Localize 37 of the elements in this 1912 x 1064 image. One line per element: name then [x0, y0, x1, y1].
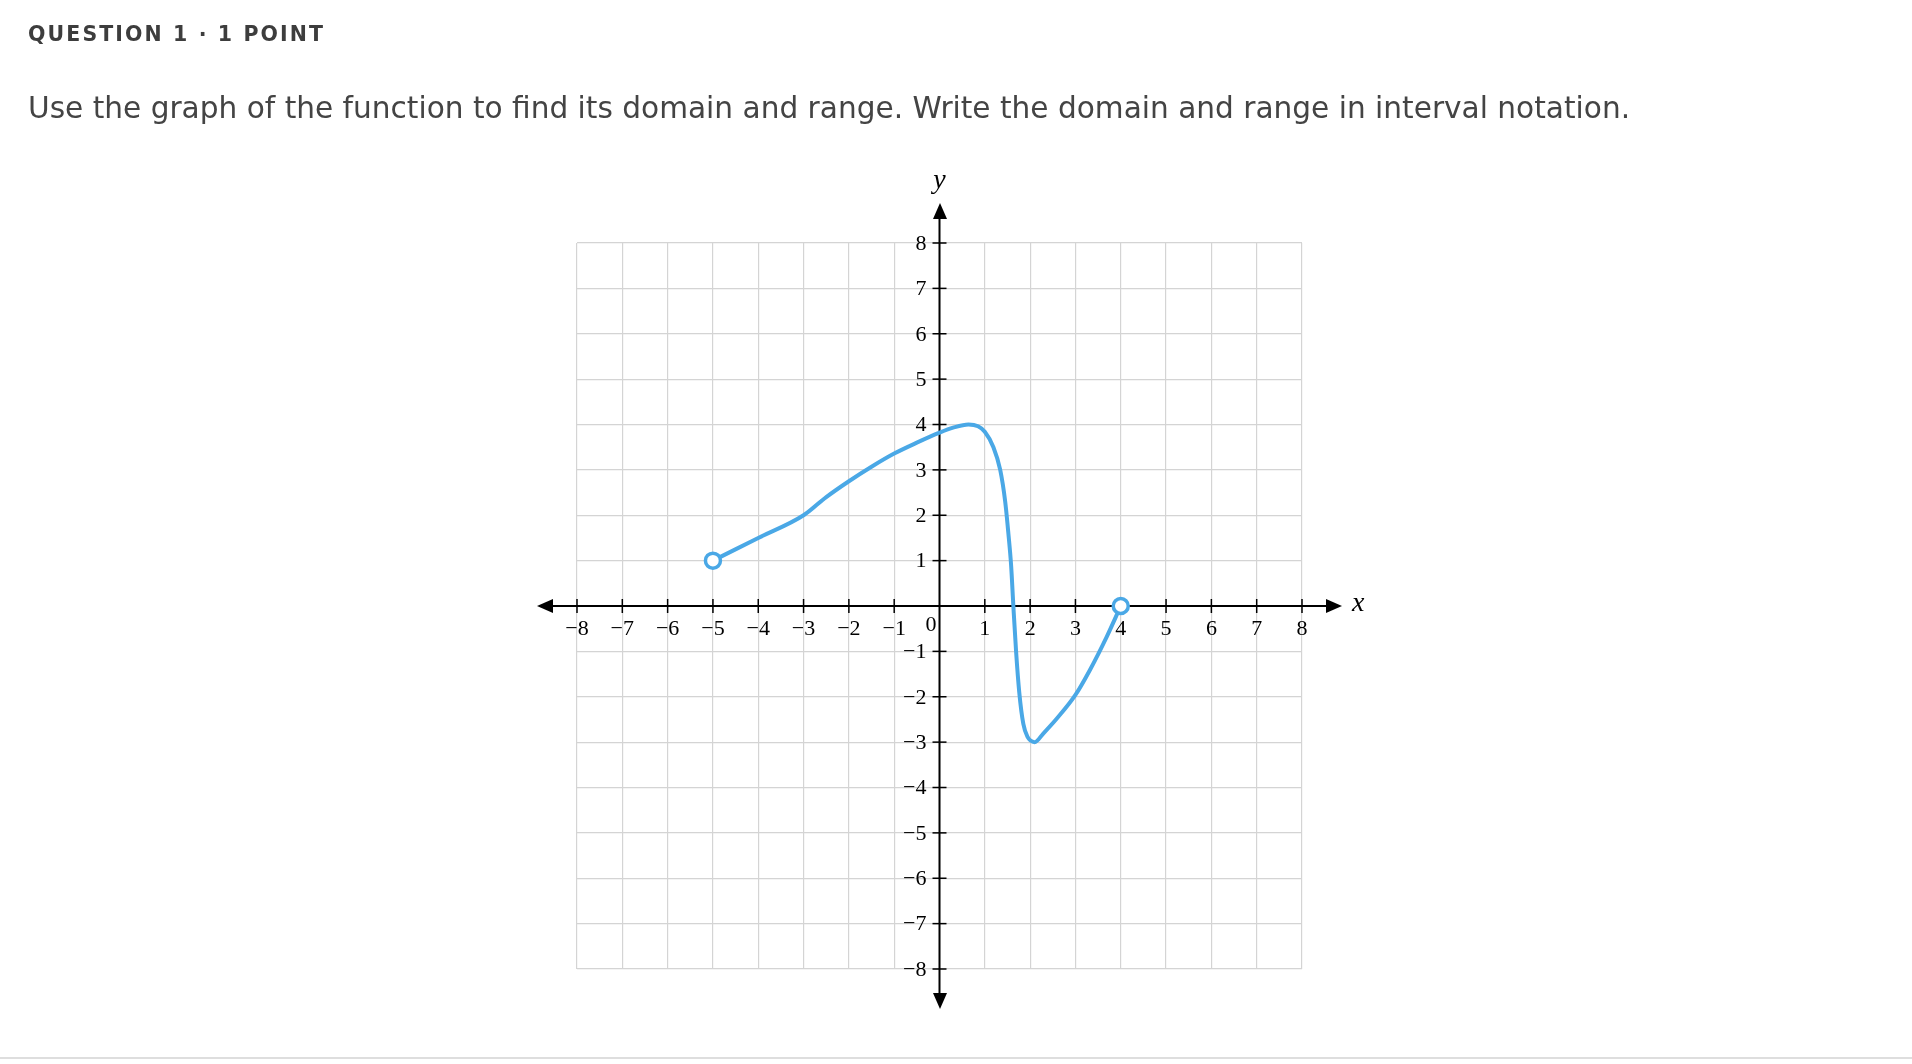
- x-tick-label: 6: [1205, 614, 1217, 640]
- y-tick-label: −4: [903, 774, 927, 800]
- y-tick-label: −2: [903, 683, 927, 709]
- x-tick-label: 5: [1160, 614, 1172, 640]
- y-tick-label: 8: [915, 229, 927, 255]
- x-tick-label: 4: [1115, 614, 1127, 640]
- text: QUESTION 1 · 1 POINT: [28, 22, 326, 46]
- x-tick-label: 2: [1024, 614, 1036, 640]
- y-axis-title: y: [930, 163, 947, 195]
- x-tick-label: 1: [979, 614, 991, 640]
- x-tick-label: −2: [837, 614, 861, 640]
- chart-subtitle: Use the graph of the function to find its domain and range. Write the domain and range in interval notation.: [28, 91, 1631, 125]
- y-tick-label: 3: [915, 456, 927, 482]
- y-tick-label: 1: [915, 547, 927, 573]
- x-tick-label: −3: [791, 614, 816, 640]
- y-tick-label: −6: [903, 865, 927, 891]
- x-tick-label: −8: [565, 614, 589, 640]
- x-tick-label: 8: [1296, 614, 1308, 640]
- y-tick-label: 5: [915, 365, 927, 391]
- x-tick-label: −7: [610, 614, 635, 640]
- y-tick-label: 2: [915, 502, 927, 528]
- x-axis-title: x: [1351, 586, 1365, 618]
- x-tick-label: 3: [1069, 614, 1081, 640]
- y-tick-label: −1: [903, 638, 927, 664]
- x-tick-label: −1: [882, 614, 906, 640]
- x-tick-label: 7: [1251, 614, 1263, 640]
- x-tick-label: −6: [655, 614, 680, 640]
- y-tick-label: 6: [915, 320, 927, 346]
- x-tick-label: −5: [701, 614, 725, 640]
- y-tick-label: −3: [903, 728, 927, 754]
- y-tick-label: −7: [903, 910, 927, 936]
- x-tick-label: 0: [925, 610, 937, 636]
- x-tick-label: −4: [746, 614, 770, 640]
- y-tick-label: 7: [915, 275, 927, 301]
- y-tick-label: −8: [903, 955, 927, 981]
- y-tick-label: −5: [903, 819, 927, 845]
- y-tick-label: 4: [915, 411, 927, 437]
